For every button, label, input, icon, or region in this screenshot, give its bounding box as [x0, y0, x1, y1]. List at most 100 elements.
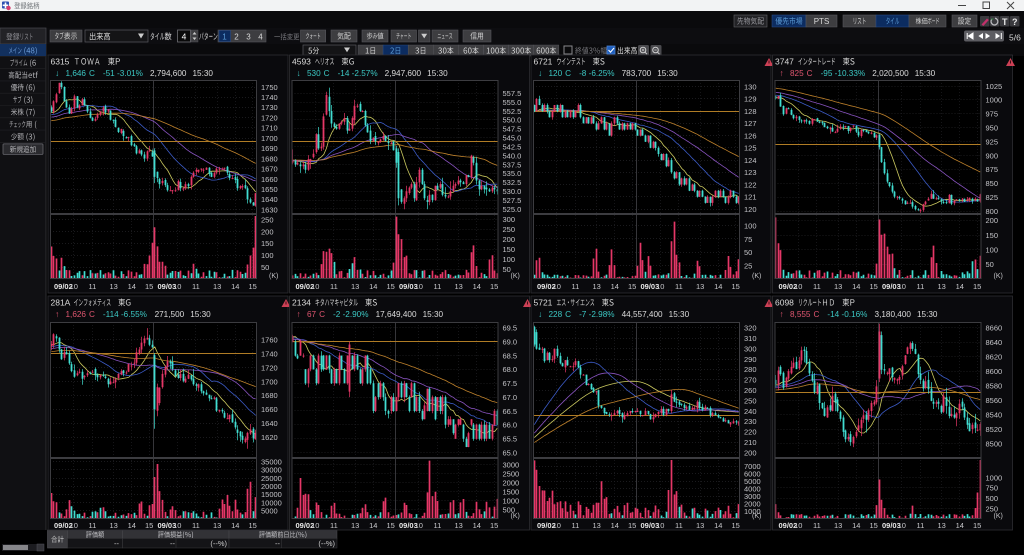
svg-text:310: 310 — [744, 334, 757, 343]
svg-text:↓: ↓ — [538, 309, 542, 319]
svg-text:14: 14 — [231, 521, 239, 530]
svg-text:1730: 1730 — [261, 103, 278, 112]
svg-text:-51 -3.01%: -51 -3.01% — [103, 69, 143, 78]
svg-text:15: 15 — [386, 521, 394, 530]
svg-text:1680: 1680 — [261, 391, 278, 400]
svg-text:09/02: 09/02 — [296, 521, 315, 530]
svg-text:25000: 25000 — [261, 474, 282, 483]
svg-text:50: 50 — [503, 265, 511, 274]
svg-text:-8 -6.25%: -8 -6.25% — [579, 69, 615, 78]
svg-text:14: 14 — [231, 282, 239, 291]
svg-text:290: 290 — [744, 355, 757, 364]
svg-text:11: 11 — [434, 521, 442, 530]
svg-text:250: 250 — [986, 504, 999, 513]
svg-text:C: C — [565, 69, 571, 78]
svg-text:3,180,400: 3,180,400 — [875, 310, 912, 319]
svg-text:8520: 8520 — [986, 425, 1003, 434]
svg-text:14: 14 — [473, 282, 481, 291]
svg-text:09/02: 09/02 — [54, 521, 73, 530]
svg-text:1: 1 — [222, 33, 227, 42]
svg-text:11: 11 — [813, 282, 821, 291]
svg-text:126: 126 — [744, 131, 757, 140]
svg-text:4: 4 — [258, 33, 263, 42]
svg-text:530: 530 — [307, 69, 321, 78]
svg-text:10: 10 — [656, 282, 664, 291]
svg-text:2,794,600: 2,794,600 — [150, 69, 187, 78]
svg-text:↑: ↑ — [780, 68, 784, 78]
svg-text:250: 250 — [744, 396, 757, 405]
svg-text:44,557,400: 44,557,400 — [622, 310, 663, 319]
svg-text:210: 210 — [744, 438, 757, 447]
svg-text:2,020,500: 2,020,500 — [872, 69, 909, 78]
svg-text:-114 -6.55%: -114 -6.55% — [103, 310, 147, 319]
svg-text:1660: 1660 — [261, 175, 278, 184]
svg-text:PTS: PTS — [814, 17, 830, 26]
svg-text:13: 13 — [592, 521, 600, 530]
svg-text:C: C — [807, 69, 813, 78]
svg-text:552.5: 552.5 — [503, 107, 522, 116]
svg-text:(K): (K) — [269, 273, 278, 280]
svg-text:1690: 1690 — [261, 144, 278, 153]
svg-text:68.0: 68.0 — [503, 365, 518, 374]
svg-text:13: 13 — [109, 521, 117, 530]
svg-text:14: 14 — [128, 282, 136, 291]
svg-text:1700: 1700 — [261, 134, 278, 143]
svg-text:(K): (K) — [511, 513, 520, 520]
svg-text:123: 123 — [744, 168, 757, 177]
svg-text:20000: 20000 — [261, 482, 282, 491]
svg-text:C: C — [565, 310, 571, 319]
svg-text:1640: 1640 — [261, 419, 278, 428]
svg-text:230: 230 — [744, 417, 757, 426]
svg-text:1700: 1700 — [261, 377, 278, 386]
svg-text:3747: 3747 — [775, 57, 794, 67]
svg-text:14: 14 — [369, 282, 377, 291]
svg-text:--: -- — [170, 539, 175, 548]
svg-text:550.0: 550.0 — [503, 116, 522, 125]
svg-text:228: 228 — [549, 310, 563, 319]
svg-text:10: 10 — [656, 521, 664, 530]
svg-text:3000: 3000 — [503, 460, 520, 469]
svg-text:5000: 5000 — [744, 477, 761, 486]
svg-text:15: 15 — [973, 282, 981, 291]
svg-text:950: 950 — [986, 123, 999, 132]
svg-text:(K): (K) — [752, 513, 761, 520]
svg-text:5/6: 5/6 — [1009, 33, 1021, 43]
svg-text:800: 800 — [986, 207, 999, 216]
svg-text:150: 150 — [261, 239, 274, 248]
svg-text:10: 10 — [794, 521, 802, 530]
svg-text:557.5: 557.5 — [503, 89, 522, 98]
svg-text:14: 14 — [611, 521, 619, 530]
svg-text:14: 14 — [852, 521, 860, 530]
svg-text:300: 300 — [503, 215, 516, 224]
svg-text:-14 -2.57%: -14 -2.57% — [338, 69, 378, 78]
svg-text:281A: 281A — [51, 298, 71, 308]
svg-text:2134: 2134 — [292, 298, 311, 308]
svg-text:09/03: 09/03 — [158, 282, 177, 291]
svg-text:-14 -0.16%: -14 -0.16% — [827, 310, 867, 319]
svg-text:C: C — [89, 310, 95, 319]
svg-text:128: 128 — [744, 107, 757, 116]
svg-text:11: 11 — [89, 521, 97, 530]
svg-text:--: -- — [275, 539, 280, 548]
svg-text:11: 11 — [89, 282, 97, 291]
svg-text:13: 13 — [454, 521, 462, 530]
svg-text:11: 11 — [675, 282, 683, 291]
svg-text:11: 11 — [330, 282, 338, 291]
svg-text:8640: 8640 — [986, 338, 1003, 347]
svg-text:15: 15 — [248, 282, 256, 291]
svg-text:10: 10 — [311, 521, 319, 530]
svg-text:67.5: 67.5 — [503, 379, 518, 388]
svg-text:10: 10 — [173, 282, 181, 291]
svg-text:8540: 8540 — [986, 410, 1003, 419]
svg-text:300: 300 — [744, 344, 757, 353]
svg-text:100: 100 — [744, 221, 757, 230]
svg-text:C: C — [89, 69, 95, 78]
svg-text:25: 25 — [744, 261, 752, 270]
svg-text:260: 260 — [744, 386, 757, 395]
svg-text:1750: 1750 — [261, 83, 278, 92]
svg-text:1710: 1710 — [261, 124, 278, 133]
svg-text:1620: 1620 — [261, 433, 278, 442]
svg-text:2500: 2500 — [503, 469, 520, 478]
svg-text:↑: ↑ — [780, 309, 784, 319]
svg-text:127: 127 — [744, 119, 757, 128]
